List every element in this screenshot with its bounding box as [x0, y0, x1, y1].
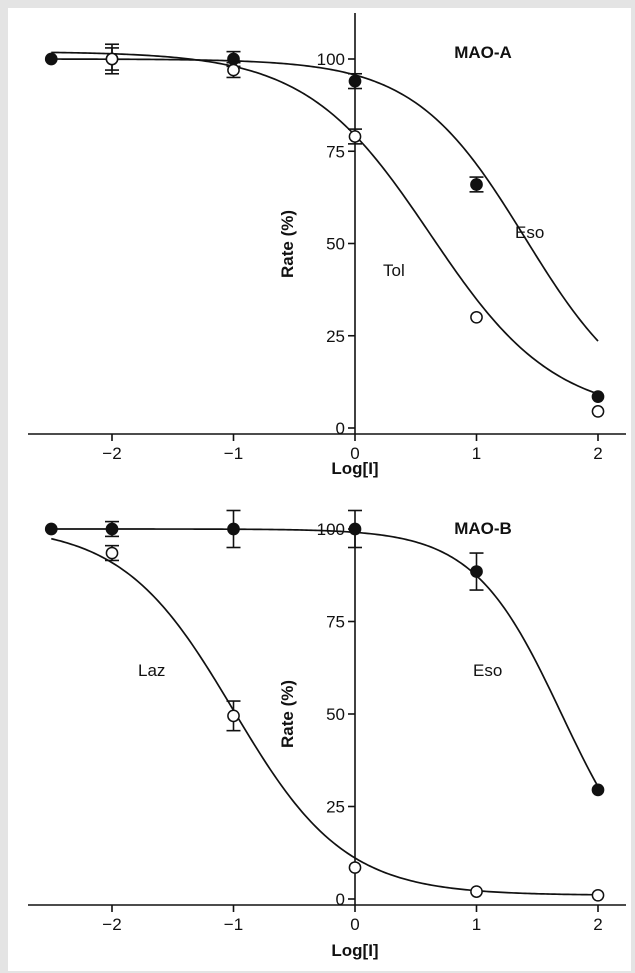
series-label-eso: Eso	[473, 661, 502, 680]
panel-title: MAO-B	[454, 519, 512, 538]
x-axis-title: Log[I]	[331, 941, 378, 960]
y-tick-label: 100	[317, 520, 345, 539]
y-axis-title: Rate (%)	[278, 210, 297, 278]
x-tick-label: −2	[102, 444, 121, 463]
data-point-eso	[227, 522, 240, 536]
x-tick-label: 2	[593, 915, 602, 934]
series-label-tol: Tol	[383, 261, 405, 280]
x-tick-label: −1	[224, 444, 243, 463]
x-tick-label: −1	[224, 915, 243, 934]
y-tick-label: 50	[326, 705, 345, 724]
x-tick-label: 0	[350, 444, 359, 463]
panel-mao-b: −2 −1 0 1 2 0 25 50 75 100 MAO-B Log[I] Rate (%) Eso L…	[28, 509, 626, 960]
data-point-eso	[44, 522, 58, 536]
x-tick-label: 1	[472, 915, 481, 934]
data-point-tol	[348, 130, 362, 143]
data-point-eso	[591, 783, 605, 797]
data-point-eso	[105, 522, 119, 536]
fit-curve-laz	[51, 537, 599, 896]
x-axis-title: Log[I]	[331, 459, 378, 478]
y-tick-label: 50	[326, 235, 345, 254]
data-point-eso	[470, 178, 483, 191]
x-tick-label: −2	[102, 915, 121, 934]
figure-frame: −2 −1 0 1 2 0 25 50 75 100 MAO-A Log[I] Rate (%) Eso T…	[8, 8, 631, 971]
data-point-tol	[591, 405, 605, 418]
data-point-eso	[591, 390, 605, 403]
y-tick-label: 75	[326, 613, 345, 632]
data-point-eso	[348, 74, 362, 88]
y-tick-label: 0	[336, 419, 345, 438]
series-label-laz: Laz	[138, 661, 165, 680]
y-tick-label: 25	[326, 798, 345, 817]
data-point-laz	[105, 546, 119, 560]
y-tick-label: 0	[336, 890, 345, 909]
data-point-tol	[227, 63, 240, 77]
fit-curve-eso	[51, 528, 599, 787]
panel-title: MAO-A	[454, 43, 512, 62]
x-tick-label: 1	[472, 444, 481, 463]
panel-mao-a: −2 −1 0 1 2 0 25 50 75 100 MAO-A Log[I] Rate (%) Eso T…	[28, 13, 626, 478]
data-point-laz	[348, 861, 362, 874]
data-point-tol	[105, 52, 119, 66]
x-tick-label: 2	[593, 444, 602, 463]
x-tick-label: 0	[350, 915, 359, 934]
y-tick-label: 75	[326, 142, 345, 161]
data-point-eso	[44, 52, 58, 66]
data-point-laz	[470, 885, 483, 898]
data-point-laz	[591, 888, 605, 902]
series-label-eso: Eso	[515, 223, 544, 242]
fit-curve-eso	[51, 58, 599, 342]
y-tick-label: 100	[317, 50, 345, 69]
data-point-eso	[348, 522, 362, 536]
data-point-tol	[470, 310, 483, 324]
data-point-eso	[470, 565, 483, 578]
y-axis-title: Rate (%)	[278, 680, 297, 748]
data-point-laz	[227, 709, 240, 723]
fit-curve-tol	[51, 51, 599, 395]
y-tick-label: 25	[326, 327, 345, 346]
